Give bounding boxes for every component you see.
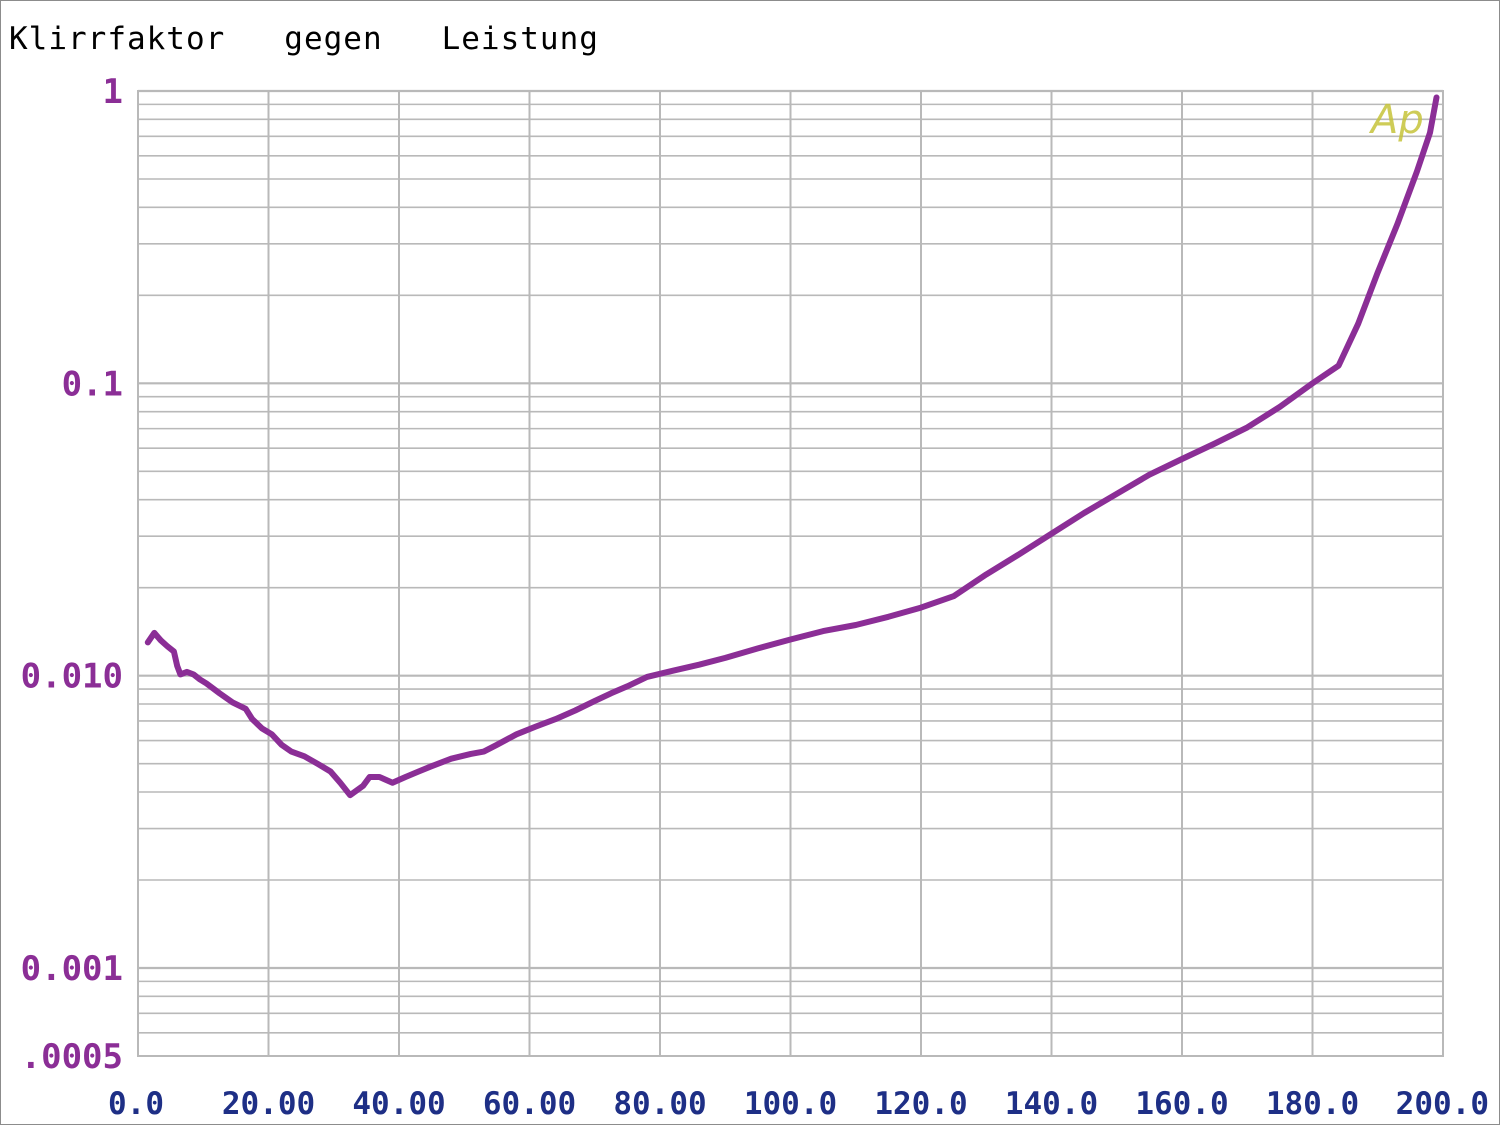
- y-tick-label: 0.001: [21, 949, 123, 989]
- x-tick-label: 180.0: [1266, 1086, 1359, 1122]
- x-tick-label: 120.0: [874, 1086, 967, 1122]
- x-tick-label: 80.00: [613, 1086, 706, 1122]
- chart-title: Klirrfaktor gegen Leistung: [9, 21, 599, 57]
- x-tick-label: 100.0: [744, 1086, 837, 1122]
- ap-logo-text: Ap: [1368, 97, 1424, 143]
- y-axis-ticks: 1 0.1 0.010 0.001 .0005: [21, 72, 123, 1077]
- y-tick-label: .0005: [21, 1037, 123, 1077]
- x-tick-label: 40.00: [352, 1086, 445, 1122]
- x-tick-label: 20.00: [222, 1086, 315, 1122]
- x-tick-label: 200.0: [1396, 1086, 1489, 1122]
- grid: [137, 89, 1444, 1057]
- x-tick-label: 0.0: [108, 1086, 164, 1122]
- x-axis-ticks: 0.0 20.00 40.00 60.00 80.00 100.0 120.0 140.0 16…: [108, 1086, 1489, 1122]
- x-tick-label: 60.00: [483, 1086, 576, 1122]
- series-layer: [144, 94, 1440, 799]
- y-tick-label: 0.010: [21, 657, 123, 697]
- y-tick-label: 1: [103, 72, 123, 112]
- x-tick-label: 140.0: [1005, 1086, 1098, 1122]
- ap-logo: Ap: [1368, 97, 1424, 143]
- series-line: [144, 94, 1440, 799]
- x-tick-label: 160.0: [1135, 1086, 1228, 1122]
- y-tick-label: 0.1: [62, 364, 123, 404]
